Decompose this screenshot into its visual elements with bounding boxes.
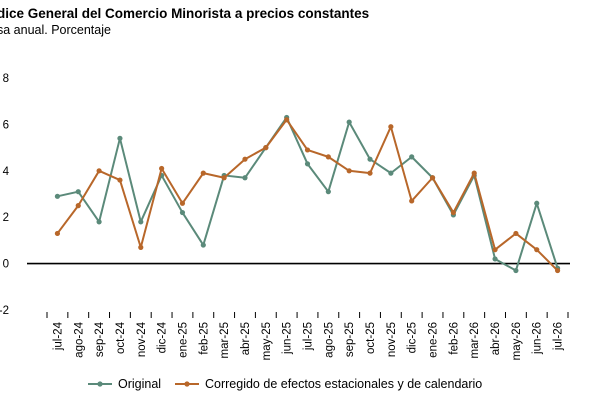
y-tick-label: 6 xyxy=(3,119,9,131)
data-point xyxy=(513,267,519,274)
data-point xyxy=(75,189,81,195)
data-point xyxy=(388,170,394,176)
data-point xyxy=(159,165,165,172)
x-tick-label: abr-25 xyxy=(240,322,252,355)
data-point xyxy=(325,154,331,160)
x-tick-label: jun-25 xyxy=(282,322,294,355)
y-tick-label: 2 xyxy=(3,212,9,224)
data-point xyxy=(179,209,186,216)
data-point xyxy=(534,200,540,206)
x-tick-label: abr-26 xyxy=(490,322,502,355)
data-point xyxy=(179,200,186,206)
data-point xyxy=(450,209,456,216)
data-point xyxy=(96,168,102,174)
x-tick-label: ene-26 xyxy=(428,322,440,358)
data-point xyxy=(346,119,352,125)
data-point xyxy=(200,170,206,176)
chart-subtitle: sa anual. Porcentaje xyxy=(0,23,111,37)
data-point xyxy=(346,168,352,174)
x-tick-label: mar-25 xyxy=(219,322,231,358)
x-tick-label: ene-25 xyxy=(177,322,189,358)
data-point xyxy=(221,175,227,181)
x-tick-label: jul-25 xyxy=(303,322,315,351)
data-point xyxy=(388,124,394,130)
x-tick-label: may-25 xyxy=(261,322,273,360)
x-tick-label: jun-26 xyxy=(532,322,544,355)
data-point xyxy=(492,256,498,262)
data-point xyxy=(54,193,61,199)
y-tick-label: 4 xyxy=(3,166,10,178)
data-point xyxy=(325,189,331,195)
data-point xyxy=(54,230,61,237)
data-point xyxy=(304,161,311,167)
x-tick-label: may-26 xyxy=(511,322,523,360)
data-point xyxy=(367,170,373,176)
data-point xyxy=(117,135,123,141)
legend-swatch-marker xyxy=(97,381,103,387)
x-tick-label: oct-25 xyxy=(365,322,377,354)
data-point xyxy=(284,117,290,123)
data-point xyxy=(138,219,144,225)
data-point xyxy=(409,198,415,204)
data-point xyxy=(242,175,248,181)
legend: Original Corregido de efectos estacionale… xyxy=(88,377,482,391)
x-tick-label: mar-26 xyxy=(469,322,481,358)
y-tick-label: 8 xyxy=(3,73,9,85)
data-point xyxy=(513,230,519,237)
x-tick-label: oct-24 xyxy=(115,321,127,354)
x-tick-label: jul-24 xyxy=(52,321,64,351)
data-point xyxy=(554,267,561,274)
x-tick-label: nov-24 xyxy=(136,321,148,357)
series-group xyxy=(54,114,561,274)
data-point xyxy=(409,154,415,160)
data-point xyxy=(263,145,269,151)
data-point xyxy=(75,203,81,209)
data-point xyxy=(96,219,102,225)
x-tick-label: sep-24 xyxy=(94,321,106,357)
x-tick-label: dic-24 xyxy=(157,321,169,353)
legend-label: Corregido de efectos estacionales y de c… xyxy=(205,377,482,391)
x-tick-label: sep-25 xyxy=(344,322,356,357)
data-point xyxy=(367,156,373,162)
x-tick-label: feb-26 xyxy=(448,322,460,355)
data-point xyxy=(534,247,540,253)
y-axis: -2 0 2 4 6 8 xyxy=(0,73,10,317)
x-tick-label: dic-25 xyxy=(407,322,419,353)
legend-label: Original xyxy=(118,377,161,391)
y-tick-label: -2 xyxy=(0,305,9,317)
data-point xyxy=(304,147,311,153)
x-axis: jul-24 ago-24 sep-24 oct-24 nov-24 dic-24 ene-… xyxy=(46,312,569,360)
legend-swatch-marker xyxy=(184,381,190,387)
x-tick-label: feb-25 xyxy=(198,322,210,355)
series-line-original xyxy=(57,116,559,272)
data-point xyxy=(138,244,144,250)
data-point xyxy=(471,170,477,176)
x-tick-label: ago-24 xyxy=(73,321,85,357)
data-point xyxy=(117,177,123,183)
chart-title: dice General del Comercio Minorista a pr… xyxy=(0,6,370,21)
x-tick-label: jul-26 xyxy=(553,322,565,351)
x-tick-label: nov-25 xyxy=(386,322,398,357)
data-point xyxy=(200,242,206,248)
data-point xyxy=(242,156,248,162)
y-tick-label: 0 xyxy=(3,259,9,271)
data-point xyxy=(429,175,436,181)
series-line-corregido xyxy=(56,118,559,272)
x-tick-label: ago-25 xyxy=(323,322,335,358)
data-point xyxy=(492,247,498,253)
